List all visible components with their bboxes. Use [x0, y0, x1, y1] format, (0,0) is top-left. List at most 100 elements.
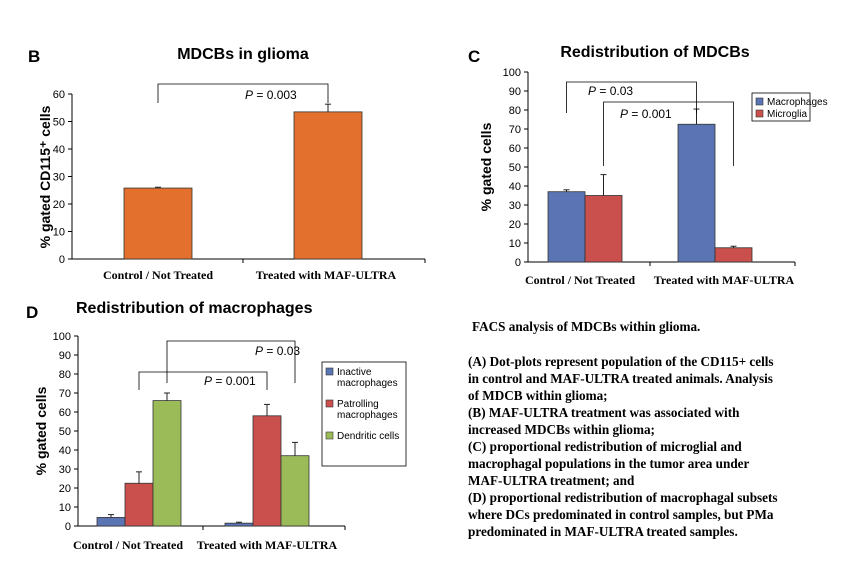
y-tick-label: 30 [53, 172, 65, 184]
panel-b-letter: B [28, 47, 40, 66]
bar [224, 522, 254, 527]
y-tick-label: 70 [509, 124, 521, 136]
p-value: = 0.03 [596, 84, 633, 98]
legend-box [321, 361, 407, 467]
panel-d-axes: 0 10 20 30 40 50 60 70 80 90 100 [53, 331, 346, 533]
p-value-label: P = 0.001 [620, 107, 672, 121]
legend-label: Microglia [767, 109, 807, 120]
panel-d-ylabel: % gated cells [33, 386, 49, 475]
panel-c-annotations: P = 0.03 P = 0.001 [566, 81, 734, 166]
legend-swatch [325, 431, 334, 440]
bar [547, 191, 586, 263]
y-tick-label: 0 [65, 521, 71, 533]
y-tick-label: 80 [509, 105, 521, 117]
panel-d-chart: D Redistribution of macrophages % gated … [26, 300, 407, 552]
y-tick-label: 50 [53, 117, 65, 129]
p-symbol: P [245, 88, 253, 102]
p-symbol: P [620, 107, 628, 121]
p-value: = 0.003 [253, 88, 297, 102]
y-tick-label: 0 [59, 254, 65, 266]
panel-d-category-labels: Control / Not Treated Treated with MAF-UL… [73, 538, 338, 552]
y-tick-label: 80 [59, 369, 71, 381]
panel-c-chart: C Redistribution of MDCBs % gated cells … [468, 44, 828, 287]
y-tick-label: 40 [59, 445, 71, 457]
legend-label: Patrolling [337, 399, 379, 410]
bar [584, 195, 623, 263]
p-value-label: P = 0.03 [588, 84, 633, 98]
panel-c-ylabel: % gated cells [478, 122, 494, 211]
caption-line: in control and MAF-ULTRA treated animals… [468, 371, 773, 386]
legend-label: macrophages [337, 410, 398, 421]
y-tick-label: 40 [53, 144, 65, 156]
p-value-label: P = 0.003 [245, 88, 297, 102]
legend-label: Dendritic cells [337, 431, 399, 442]
y-tick-label: 0 [515, 257, 521, 269]
y-tick-label: 20 [509, 219, 521, 231]
category-label: Treated with MAF-ULTRA [654, 273, 795, 287]
p-symbol: P [204, 374, 212, 388]
significance-bracket [138, 371, 268, 390]
caption-line: where DCs predominated in control sample… [468, 507, 774, 522]
category-label: Treated with MAF-ULTRA [256, 268, 397, 282]
bar [252, 415, 282, 527]
panel-d-bars [96, 392, 310, 527]
panel-c-letter: C [468, 47, 480, 66]
y-tick-label: 20 [53, 199, 65, 211]
y-tick-label: 100 [53, 331, 71, 343]
category-label: Control / Not Treated [525, 273, 635, 287]
bar [714, 247, 753, 263]
panel-b-title: MDCBs in glioma [177, 46, 309, 63]
y-tick-label: 60 [53, 89, 65, 101]
legend-label: Macrophages [767, 97, 828, 108]
y-tick-label: 20 [59, 483, 71, 495]
significance-bracket [157, 83, 329, 103]
y-tick-label: 10 [509, 238, 521, 250]
bar [123, 187, 193, 260]
legend-box [751, 92, 811, 122]
category-label: Control / Not Treated [73, 538, 183, 552]
figure-caption: FACS analysis of MDCBs within glioma. (A… [468, 318, 838, 540]
caption-heading: FACS analysis of MDCBs within glioma. [472, 319, 701, 334]
legend-label: macrophages [337, 378, 398, 389]
panel-c-bars [547, 108, 753, 263]
bar [280, 455, 310, 527]
caption-line: of MDCB within glioma; [468, 388, 608, 403]
p-value: = 0.001 [212, 374, 256, 388]
panel-b-axes: 0 10 20 30 40 50 60 [53, 89, 426, 266]
y-tick-label: 50 [509, 162, 521, 174]
legend-label: Inactive [337, 367, 372, 378]
category-label: Treated with MAF-ULTRA [197, 538, 338, 552]
panel-d-legend: InactivemacrophagesPatrollingmacrophages… [321, 361, 407, 467]
y-tick-label: 10 [53, 227, 65, 239]
p-symbol: P [255, 344, 263, 358]
caption-line: (B) MAF-ULTRA treatment was associated w… [468, 405, 740, 420]
bar [124, 482, 154, 527]
y-tick-label: 70 [59, 388, 71, 400]
panel-c-category-labels: Control / Not Treated Treated with MAF-UL… [525, 273, 795, 287]
panel-c-axes: 0 10 20 30 40 50 60 70 80 90 100 [503, 67, 796, 269]
bar [152, 400, 182, 527]
y-tick-label: 100 [503, 67, 521, 79]
significance-bracket [566, 81, 697, 113]
bar [677, 123, 716, 263]
panel-b-category-labels: Control / Not Treated Treated with MAF-UL… [103, 268, 397, 282]
caption-line: macrophagal populations in the tumor are… [468, 456, 750, 471]
y-tick-label: 90 [59, 350, 71, 362]
caption-line: (D) proportional redistribution of macro… [468, 490, 778, 505]
y-tick-label: 60 [59, 407, 71, 419]
panel-b-ylabel: % gated CD115⁺ cells [37, 105, 53, 248]
y-tick-label: 40 [509, 181, 521, 193]
p-value: = 0.001 [628, 107, 672, 121]
bar [293, 111, 363, 260]
caption-line: (C) proportional redistribution of micro… [468, 439, 742, 454]
legend-swatch [325, 367, 334, 376]
p-value: = 0.03 [263, 344, 300, 358]
y-tick-label: 60 [509, 143, 521, 155]
caption-line: increased MDCBs within glioma; [468, 422, 655, 437]
panel-d-title: Redistribution of macrophages [76, 300, 313, 317]
y-tick-label: 30 [509, 200, 521, 212]
significance-bracket [166, 340, 296, 383]
caption-line: (A) Dot-plots represent population of th… [468, 354, 774, 369]
panel-d-letter: D [26, 303, 38, 322]
